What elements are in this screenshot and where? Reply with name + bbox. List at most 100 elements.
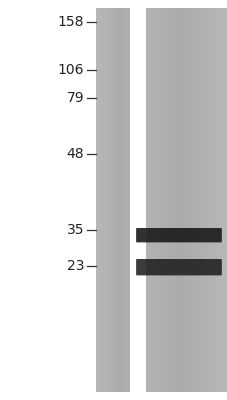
Bar [202,8,204,392]
Bar [105,8,106,392]
Bar [201,8,202,392]
Bar [163,8,165,392]
Bar [167,8,168,392]
Bar [126,8,127,392]
Bar [123,8,124,392]
Bar [107,8,108,392]
Bar [139,8,141,392]
Bar [180,8,181,392]
Bar [212,8,214,392]
Bar [204,8,206,392]
Bar [173,8,175,392]
Bar [172,8,173,392]
Bar [136,8,138,392]
Bar [155,8,157,392]
Bar [103,8,104,392]
Bar [120,8,121,392]
Bar [129,8,131,392]
Bar [138,8,139,392]
Bar [131,8,132,392]
Bar [138,8,139,392]
Bar [108,8,109,392]
Bar [175,8,177,392]
Text: 106: 106 [58,63,84,77]
Bar [101,8,102,392]
Bar [224,8,225,392]
Text: 79: 79 [67,91,84,105]
Bar [110,8,111,392]
Bar [128,8,129,392]
Bar [144,8,145,392]
Bar [219,8,220,392]
Bar [188,8,190,392]
Bar [133,8,134,392]
Bar [135,8,136,392]
Text: 35: 35 [67,223,84,237]
Bar [225,8,227,392]
Bar [121,8,122,392]
Bar [209,8,211,392]
Bar [141,8,142,392]
Bar [112,8,113,392]
Bar [195,8,196,392]
Bar [183,8,185,392]
Bar [99,8,100,392]
Bar [109,8,110,392]
Bar [111,8,112,392]
Bar [134,8,136,392]
Bar [191,8,193,392]
Bar [115,8,116,392]
Bar [100,8,101,392]
FancyBboxPatch shape [136,228,221,242]
Bar [198,8,199,392]
Bar [133,8,134,392]
Bar [96,8,97,392]
Bar [122,8,123,392]
Bar [199,8,201,392]
Bar [114,8,115,392]
Bar [129,8,145,392]
Bar [117,8,118,392]
Bar [211,8,212,392]
Bar [162,8,163,392]
Bar [141,8,142,392]
Bar [132,8,133,392]
Bar [181,8,183,392]
Bar [193,8,195,392]
Bar [142,8,144,392]
Bar [222,8,224,392]
Bar [119,8,120,392]
Bar [149,8,151,392]
Bar [127,8,128,392]
Bar [139,8,140,392]
FancyBboxPatch shape [136,259,221,276]
Bar [144,8,146,392]
Bar [185,8,186,392]
Bar [160,8,162,392]
Bar [217,8,219,392]
Bar [154,8,155,392]
Bar [152,8,154,392]
Bar [207,8,209,392]
Bar [140,8,141,392]
Bar [129,8,130,392]
Bar [124,8,125,392]
Bar [147,8,149,392]
Bar [196,8,198,392]
Bar [137,8,138,392]
Bar [95,8,96,392]
Bar [142,8,143,392]
Bar [98,8,99,392]
Bar [130,8,131,392]
Bar [165,8,167,392]
Text: 158: 158 [58,15,84,29]
Bar [151,8,152,392]
Bar [146,8,147,392]
Bar [143,8,144,392]
Text: 23: 23 [67,259,84,273]
Bar [104,8,105,392]
Bar [113,8,114,392]
Bar [102,8,103,392]
Bar [170,8,172,392]
Bar [159,8,160,392]
